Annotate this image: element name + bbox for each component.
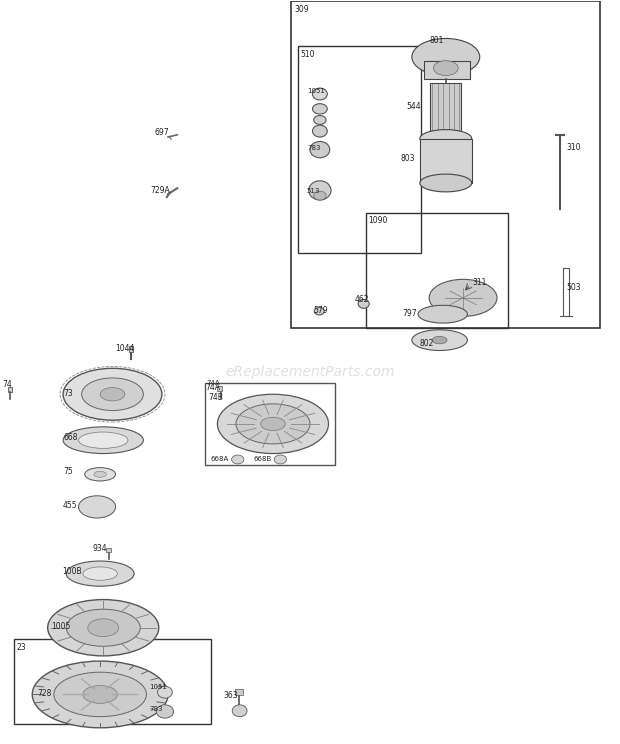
Bar [424,61,471,79]
Bar [7,387,12,392]
Ellipse shape [88,619,118,637]
Text: 1051: 1051 [307,88,325,94]
Text: 1044: 1044 [115,344,135,353]
Ellipse shape [232,705,247,716]
Ellipse shape [312,103,327,114]
Text: 510: 510 [301,50,315,59]
Text: 503: 503 [566,283,581,292]
Text: 23: 23 [17,643,27,652]
Text: 309: 309 [294,5,309,14]
Ellipse shape [54,672,146,716]
Bar [430,83,461,131]
Text: 311: 311 [472,278,487,287]
Text: 697: 697 [154,128,169,137]
Text: 801: 801 [429,36,443,45]
Text: 74: 74 [2,380,12,389]
Text: 729A: 729A [151,185,170,195]
Text: 513: 513 [307,187,321,193]
Text: 455: 455 [63,501,78,510]
Ellipse shape [83,685,117,703]
Bar [366,213,508,327]
Text: 100B: 100B [62,567,81,576]
Ellipse shape [218,394,329,454]
Ellipse shape [66,609,140,647]
Bar [14,639,211,724]
Ellipse shape [100,388,125,401]
Text: 75: 75 [63,467,73,476]
Text: 74A: 74A [206,379,220,385]
Bar [106,548,111,552]
Ellipse shape [314,191,326,200]
Bar [205,383,335,465]
Text: 544: 544 [406,102,421,111]
Text: 363: 363 [224,691,238,700]
Ellipse shape [83,567,117,580]
Ellipse shape [429,279,497,316]
Text: 803: 803 [400,154,415,163]
Text: 579: 579 [313,307,328,315]
Text: 934: 934 [93,545,107,554]
Bar [218,386,223,391]
Ellipse shape [358,299,370,308]
Ellipse shape [63,427,143,454]
Ellipse shape [310,141,330,158]
Bar [236,689,242,695]
Ellipse shape [48,600,159,656]
Bar [563,269,569,316]
Text: 462: 462 [355,295,369,304]
Ellipse shape [433,61,458,75]
Ellipse shape [432,336,447,344]
Ellipse shape [157,686,172,698]
Text: 783: 783 [307,144,321,150]
Ellipse shape [420,129,472,147]
Text: 783: 783 [149,707,163,713]
Ellipse shape [85,468,115,481]
Ellipse shape [260,417,285,431]
Text: 668A: 668A [210,456,228,462]
Bar [128,346,133,352]
Ellipse shape [66,561,134,586]
Text: 1090: 1090 [369,217,388,225]
Text: 1051: 1051 [149,684,167,690]
Text: 1005: 1005 [51,622,70,631]
Text: eReplacementParts.com: eReplacementParts.com [225,365,395,379]
Ellipse shape [312,125,327,137]
Ellipse shape [79,496,115,518]
Ellipse shape [94,471,106,477]
Ellipse shape [412,330,467,350]
Text: 74A: 74A [205,383,220,392]
Text: 74B: 74B [209,393,224,403]
Text: 310: 310 [566,143,581,152]
Ellipse shape [420,174,472,192]
Text: 668B: 668B [253,456,272,462]
Ellipse shape [63,368,162,420]
Ellipse shape [79,432,128,449]
Text: 797: 797 [402,309,417,318]
Text: 802: 802 [420,339,434,348]
Bar [298,46,421,254]
Ellipse shape [32,661,168,728]
Text: 668: 668 [63,433,78,442]
Ellipse shape [309,181,331,200]
Ellipse shape [232,455,244,464]
Ellipse shape [156,705,174,718]
Ellipse shape [314,115,326,124]
Ellipse shape [82,378,143,411]
Text: 728: 728 [37,689,51,698]
Ellipse shape [274,455,286,464]
Ellipse shape [314,307,324,315]
Ellipse shape [412,39,480,75]
Ellipse shape [236,404,310,444]
Ellipse shape [312,88,327,100]
Bar [291,1,600,327]
Text: 73: 73 [63,388,73,398]
Ellipse shape [418,305,467,323]
Bar [420,138,472,183]
